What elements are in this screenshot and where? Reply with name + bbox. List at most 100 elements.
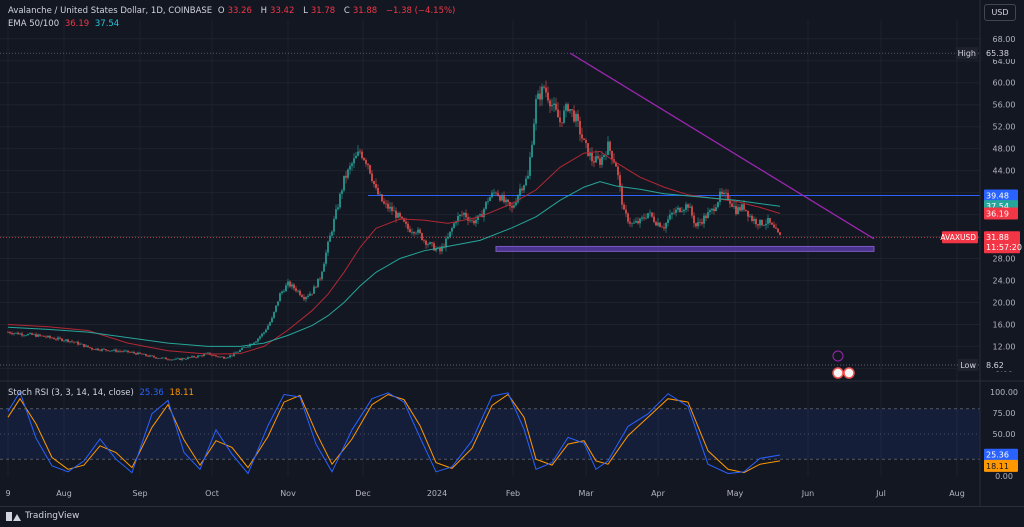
candle-body xyxy=(541,86,543,100)
candle-body xyxy=(319,278,321,280)
candle-body xyxy=(289,281,291,287)
stoch-band-fill xyxy=(0,408,980,460)
candle-body xyxy=(159,358,161,359)
candle-body xyxy=(501,195,503,201)
candle-body xyxy=(157,358,159,359)
resistance-tag: 39.48 xyxy=(986,191,1009,200)
candle-body xyxy=(233,352,235,356)
candle-body xyxy=(433,243,435,251)
candle-body xyxy=(523,185,525,191)
candle-body xyxy=(537,93,539,100)
candle-body xyxy=(151,355,153,357)
stoch-d-tag-bg xyxy=(984,459,1018,472)
candle-body xyxy=(527,175,529,179)
candle-body xyxy=(153,356,155,358)
candle-body xyxy=(357,151,359,156)
time-tick-label: Mar xyxy=(578,489,594,498)
candle-body xyxy=(587,143,589,156)
candle-body xyxy=(155,357,157,359)
price-tick-label: 20.00 xyxy=(993,298,1016,307)
time-tick-label: Oct xyxy=(205,489,219,498)
candle-body xyxy=(775,227,777,229)
candle-body xyxy=(311,293,313,295)
candle-body xyxy=(533,123,535,145)
candle-body xyxy=(573,110,575,122)
us-flag-event-icon[interactable] xyxy=(832,367,844,379)
candle-body xyxy=(495,192,497,194)
candlestick-series xyxy=(7,80,781,362)
candle-body xyxy=(655,221,657,226)
candle-body xyxy=(547,92,549,101)
candle-body xyxy=(87,345,89,348)
time-tick-label: 9 xyxy=(5,489,10,498)
candle-body xyxy=(255,341,257,343)
candle-body xyxy=(175,358,177,360)
candle-body xyxy=(63,340,65,342)
event-lightning-icon[interactable] xyxy=(832,350,844,362)
candle-body xyxy=(497,193,499,196)
tradingview-logo[interactable]: TradingView xyxy=(6,511,79,521)
candle-body xyxy=(77,341,79,345)
price-tick-label: 28.00 xyxy=(993,255,1016,264)
candle-body xyxy=(535,99,537,124)
candle-body xyxy=(503,195,505,203)
candle-body xyxy=(307,295,309,297)
candle-body xyxy=(515,202,517,206)
stoch-rsi-legend[interactable]: Stoch RSI (3, 3, 14, 14, close) 25.36 18… xyxy=(8,388,197,398)
candle-body xyxy=(699,221,701,223)
candle-body xyxy=(315,286,317,288)
candle-body xyxy=(611,150,613,160)
candle-body xyxy=(721,191,723,195)
stoch-k-line xyxy=(7,390,781,475)
candle-body xyxy=(313,286,315,294)
candle-body xyxy=(383,201,385,204)
candle-body xyxy=(609,141,611,151)
drawing-overlays[interactable] xyxy=(368,52,980,252)
chart-canvas[interactable]: 68.0064.0060.0056.0052.0048.0044.0040.00… xyxy=(0,0,1024,506)
candle-body xyxy=(771,222,773,225)
ema-legend[interactable]: EMA 50/100 36.19 37.54 xyxy=(8,19,122,29)
candle-body xyxy=(39,334,41,336)
candle-body xyxy=(427,244,429,245)
candle-body xyxy=(661,226,663,228)
candle-body xyxy=(301,295,303,297)
support-zone xyxy=(495,245,875,252)
us-flag-event-icon[interactable] xyxy=(843,367,855,379)
candle-body xyxy=(399,212,401,217)
candle-body xyxy=(723,192,725,195)
candle-body xyxy=(567,104,569,112)
candle-body xyxy=(325,252,327,264)
candle-body xyxy=(619,175,621,187)
candle-body xyxy=(659,222,661,227)
candle-body xyxy=(593,161,595,163)
candle-body xyxy=(599,158,601,165)
currency-button[interactable]: USD xyxy=(984,4,1016,21)
candle-body xyxy=(391,206,393,212)
candle-body xyxy=(351,163,353,167)
candle-body xyxy=(327,241,329,253)
candle-body xyxy=(113,349,115,351)
candle-body xyxy=(725,192,727,194)
candle-body xyxy=(269,322,271,326)
candle-body xyxy=(73,341,75,343)
candle-body xyxy=(121,351,123,352)
candle-body xyxy=(201,355,203,357)
stoch-rsi-pane[interactable] xyxy=(0,390,980,475)
candle-body xyxy=(455,221,457,224)
candle-body xyxy=(691,206,693,216)
candle-body xyxy=(735,205,737,215)
candle-body xyxy=(561,122,563,123)
event-markers[interactable] xyxy=(832,350,855,379)
candle-body xyxy=(355,155,357,159)
candle-body xyxy=(601,156,603,165)
candle-body xyxy=(223,356,225,359)
candle-body xyxy=(105,349,107,351)
candle-body xyxy=(379,194,381,195)
candle-body xyxy=(161,357,163,359)
price-tick-label: 56.00 xyxy=(993,101,1016,110)
candle-body xyxy=(713,208,715,212)
candle-body xyxy=(491,192,493,198)
candle-body xyxy=(717,201,719,208)
candle-body xyxy=(665,222,667,229)
candle-body xyxy=(361,151,363,159)
